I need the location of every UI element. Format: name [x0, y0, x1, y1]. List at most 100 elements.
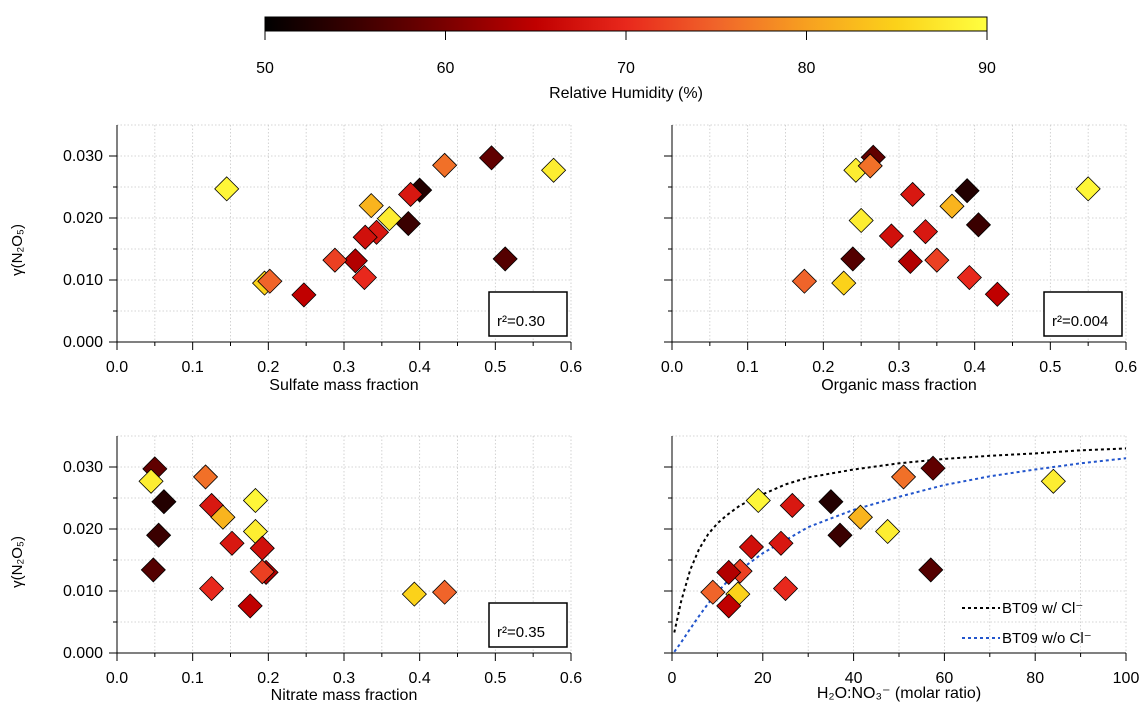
data-point	[847, 504, 873, 530]
annotation-frame	[1043, 291, 1123, 337]
y-axis-label-bottom: γ(N₂O₅)	[9, 536, 26, 588]
y-ticks: 0.000 0.010 0.020 0.030	[63, 459, 117, 662]
data-point	[138, 468, 164, 494]
x-tick-label: 0.4	[964, 359, 986, 376]
data-point	[772, 575, 799, 602]
data-point	[954, 178, 980, 204]
panel-nitrate: 0.0 0.1 0.2 0.3 0.4 0.5 0.6 0.000 0.010 0.020 0.03…	[63, 435, 582, 704]
x-tick-label: 0.6	[1115, 359, 1137, 376]
data-point	[956, 264, 982, 291]
y-axis-label-top: γ(N₂O₅)	[9, 224, 26, 276]
data-point	[376, 206, 402, 232]
data-point	[878, 223, 904, 249]
r-squared-box: r²=0.30	[488, 291, 568, 337]
data-point	[257, 268, 283, 294]
panel-water-nitrate-ratio: 0 20 40 60 80 100 H₂O:NO₃⁻ (molar ratio)	[664, 435, 1139, 702]
y-tick-label: 0.010	[63, 272, 103, 289]
curve-legend: BT09 w/ Cl⁻ BT09 w/o Cl⁻	[962, 600, 1092, 647]
y-tick-label: 0.010	[63, 583, 103, 600]
data-point	[398, 181, 424, 208]
data-point	[151, 489, 177, 515]
colorbar-gradient	[264, 16, 988, 32]
data-point	[1040, 468, 1066, 494]
y-tick-label: 0.020	[63, 210, 103, 227]
legend-label: BT09 w/o Cl⁻	[1002, 630, 1092, 647]
data-point	[890, 464, 917, 490]
data-point	[322, 247, 348, 273]
data-point	[249, 559, 275, 585]
y-tick-label: 0.030	[63, 148, 103, 165]
panel-sulfate: 0.0 0.1 0.2 0.3 0.4 0.5 0.6 0.000 0.010 0.020 0.03…	[63, 124, 582, 394]
colorbar-ticks: 50 60 70 80 90	[256, 31, 996, 77]
x-ticks: 0.0 0.1 0.2 0.3 0.4 0.5 0.6	[106, 653, 582, 687]
x-tick-label: 0.0	[106, 670, 128, 687]
x-tick-label: 0.4	[409, 359, 431, 376]
colorbar-tick-label: 50	[256, 60, 274, 77]
markers	[700, 455, 1066, 619]
data-point	[857, 153, 883, 179]
grid	[671, 435, 1127, 654]
y-tick-label: 0.020	[63, 521, 103, 538]
data-point	[1075, 176, 1101, 202]
x-tick-label: 0.2	[812, 359, 834, 376]
data-point	[984, 281, 1010, 307]
colorbar-tick-label: 90	[978, 60, 996, 77]
data-point	[342, 248, 368, 274]
panel-organic: 0.0 0.1 0.2 0.3 0.4 0.5 0.6 Organic mass fracti…	[661, 124, 1137, 394]
data-point	[351, 264, 377, 291]
data-point	[897, 248, 923, 274]
x-axis-label: Organic mass fraction	[821, 377, 977, 394]
data-point	[827, 522, 853, 548]
data-point	[738, 534, 765, 560]
x-tick-label: 0.3	[888, 359, 910, 376]
x-tick-label: 0.2	[257, 670, 279, 687]
data-point	[831, 270, 857, 296]
data-point	[242, 487, 269, 514]
data-point	[700, 579, 726, 605]
x-tick-label: 0.5	[484, 670, 506, 687]
r-squared-label: r²=0.004	[1052, 313, 1108, 330]
x-tick-label: 20	[754, 670, 772, 687]
data-point	[291, 282, 317, 308]
y-tick-label: 0.030	[63, 459, 103, 476]
x-ticks: 0 20 40 60 80 100	[668, 653, 1139, 687]
data-point	[924, 247, 950, 273]
data-point	[768, 530, 794, 556]
data-point	[791, 268, 817, 294]
colorbar: 50 60 70 80 90 Relative Humidity (%)	[256, 16, 996, 102]
x-tick-label: 0.5	[484, 359, 506, 376]
x-tick-label: 0.5	[1039, 359, 1061, 376]
data-point	[900, 181, 926, 208]
data-point	[358, 193, 384, 219]
r-squared-box: r²=0.004	[1043, 291, 1123, 337]
data-point	[939, 193, 965, 219]
x-tick-label: 80	[1026, 670, 1044, 687]
data-point	[219, 530, 245, 556]
x-tick-label: 0.0	[106, 359, 128, 376]
annotation-frame	[488, 602, 568, 648]
x-tick-label: 0.0	[661, 359, 683, 376]
x-axis-label: H₂O:NO₃⁻ (molar ratio)	[817, 685, 981, 702]
data-point	[918, 557, 944, 583]
x-tick-label: 0.1	[737, 359, 759, 376]
x-tick-label: 0.1	[182, 670, 204, 687]
data-point	[492, 246, 518, 272]
data-point	[745, 487, 771, 514]
markers	[214, 145, 567, 308]
x-tick-label: 0.3	[333, 670, 355, 687]
data-point	[352, 224, 378, 250]
r-squared-label: r²=0.30	[497, 313, 545, 330]
x-tick-label: 0.6	[560, 359, 582, 376]
data-point	[912, 219, 939, 245]
data-point	[848, 207, 874, 234]
data-point	[716, 559, 742, 585]
data-point	[818, 489, 844, 515]
x-axis-label: Nitrate mass fraction	[271, 687, 418, 704]
x-tick-label: 0.6	[560, 670, 582, 687]
data-point	[432, 152, 458, 178]
x-ticks: 0.0 0.1 0.2 0.3 0.4 0.5 0.6	[106, 342, 582, 376]
data-point	[140, 557, 166, 583]
data-point	[401, 581, 427, 607]
data-point	[146, 522, 172, 548]
markers	[791, 144, 1101, 307]
